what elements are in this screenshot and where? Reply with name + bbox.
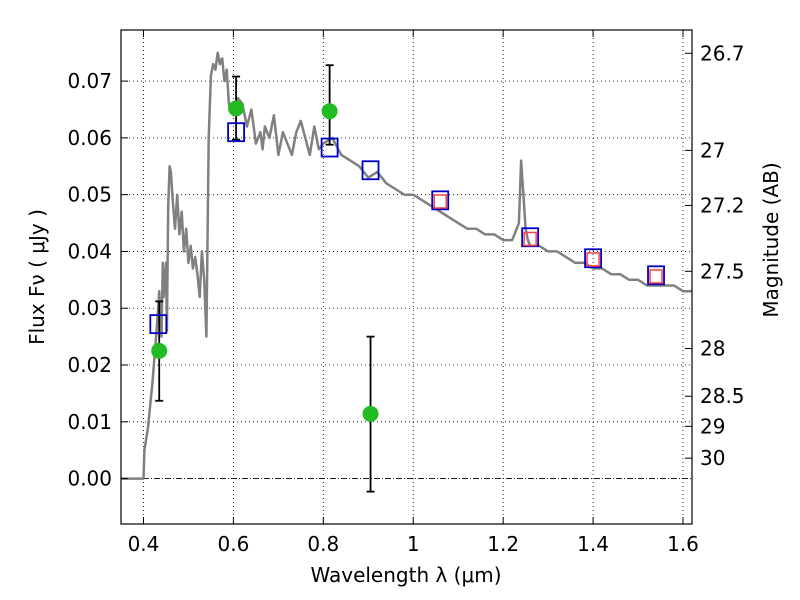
- x-tick-label: 1.6: [667, 532, 699, 556]
- y2-tick-label: 30: [700, 446, 725, 470]
- y2-tick-label: 29: [700, 414, 725, 438]
- observed-point: [228, 100, 245, 117]
- y-tick-label: 0.07: [67, 69, 112, 93]
- y2-tick-label: 27: [700, 138, 725, 162]
- model-photometry-square: [584, 248, 602, 269]
- x-axis-ticks: 0.4 0.6 0.8 1 1.2 1.4 1.6: [128, 30, 699, 556]
- y-tick-label: 0.01: [67, 410, 112, 434]
- x-tick-label: 1.2: [487, 532, 519, 556]
- x-tick-label: 1: [407, 532, 420, 556]
- model-photometry-square: [320, 137, 339, 158]
- model-photometry-inner-square: [586, 252, 600, 267]
- y-axis-ticks: 0.00 0.01 0.02 0.03 0.04 0.05 0.06 0.07: [67, 69, 128, 491]
- model-photometry-inner-square: [649, 269, 663, 284]
- y-tick-label: 0.03: [67, 296, 112, 320]
- x-tick-label: 0.4: [128, 532, 160, 556]
- y2-axis-title: Magnitude (AB): [759, 162, 783, 317]
- y-axis-title: Flux Fν ( μJy ): [25, 209, 49, 345]
- observed-point: [321, 103, 338, 120]
- model-photometry-square: [647, 265, 665, 286]
- model-photometry-inner-square: [523, 231, 537, 247]
- model-photometry-square: [149, 314, 168, 335]
- observed-point: [151, 342, 168, 359]
- model-photometry-square: [227, 122, 245, 143]
- model-photometry-inner-square: [433, 194, 447, 209]
- y2-tick-label: 27.5: [700, 259, 745, 283]
- y2-tick-label: 27.2: [700, 193, 745, 217]
- plot-frame: [120, 29, 693, 525]
- y-tick-label: 0.00: [67, 467, 112, 491]
- model-photometry-square: [431, 190, 450, 211]
- y2-tick-label: 28: [700, 337, 725, 361]
- y-tick-label: 0.06: [67, 126, 112, 150]
- observed-point: [362, 405, 379, 422]
- model-photometry-squares: [149, 122, 665, 335]
- y-tick-label: 0.05: [67, 183, 112, 207]
- model-photometry-square: [361, 160, 380, 181]
- y-tick-label: 0.02: [67, 353, 112, 377]
- observed-points: [151, 100, 379, 422]
- x-tick-label: 1.4: [577, 532, 609, 556]
- y2-axis-ticks: 26.7 27 27.2 27.5 28 28.5 29 30: [685, 41, 745, 470]
- x-tick-label: 0.6: [217, 532, 249, 556]
- x-tick-label: 0.8: [307, 532, 339, 556]
- y2-tick-label: 26.7: [700, 41, 745, 65]
- x-axis-title: Wavelength λ (μm): [310, 563, 501, 587]
- y2-tick-label: 28.5: [700, 384, 745, 408]
- y-tick-label: 0.04: [67, 239, 112, 263]
- model-photometry-square: [521, 227, 540, 248]
- plot-area: [121, 30, 692, 524]
